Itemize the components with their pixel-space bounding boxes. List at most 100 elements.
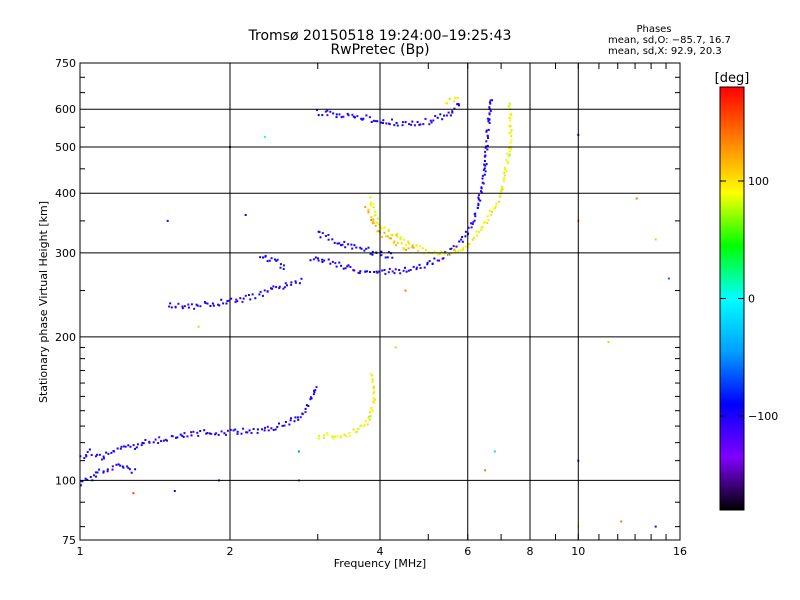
data-point xyxy=(667,277,670,280)
data-point xyxy=(474,212,477,215)
data-point xyxy=(486,222,489,224)
data-point xyxy=(391,270,394,273)
data-point xyxy=(354,431,357,434)
data-point xyxy=(98,453,101,456)
data-point xyxy=(458,240,461,243)
data-point xyxy=(162,439,165,442)
data-point xyxy=(283,424,286,427)
data-point xyxy=(508,155,511,157)
data-point xyxy=(509,113,512,116)
data-point xyxy=(274,258,276,261)
data-point xyxy=(443,114,446,117)
data-point xyxy=(442,257,445,260)
data-point xyxy=(376,217,379,220)
data-point xyxy=(374,224,377,227)
data-point xyxy=(505,169,508,172)
data-point xyxy=(341,243,344,246)
data-point xyxy=(449,247,452,250)
data-point xyxy=(290,281,293,284)
data-point xyxy=(373,401,376,404)
data-point xyxy=(402,238,405,241)
data-point xyxy=(348,434,351,437)
data-point xyxy=(274,428,277,431)
x-tick-label: 4 xyxy=(377,545,384,558)
phase-info-heading: Phases xyxy=(636,24,671,35)
data-point xyxy=(234,428,237,431)
data-point xyxy=(192,430,195,433)
data-point xyxy=(334,262,337,265)
data-point xyxy=(310,397,313,400)
data-point xyxy=(220,430,223,433)
data-point xyxy=(256,431,259,434)
data-point xyxy=(181,434,184,437)
data-point xyxy=(327,238,330,241)
data-point xyxy=(182,435,185,438)
data-point xyxy=(409,269,412,271)
data-point xyxy=(439,113,442,116)
data-point xyxy=(393,272,396,275)
data-point xyxy=(177,302,180,305)
data-point xyxy=(252,428,255,430)
data-point xyxy=(491,210,493,213)
data-point xyxy=(168,305,171,308)
data-point xyxy=(259,256,262,259)
data-point xyxy=(174,305,177,308)
data-point xyxy=(359,424,362,427)
data-point xyxy=(369,196,372,199)
data-point xyxy=(197,325,200,328)
data-point xyxy=(318,231,321,233)
data-point xyxy=(344,246,347,249)
data-point xyxy=(487,120,490,123)
data-point xyxy=(119,447,122,450)
data-point xyxy=(242,297,245,300)
data-point xyxy=(259,290,262,293)
data-point xyxy=(299,416,302,419)
data-point xyxy=(113,450,116,453)
data-point xyxy=(369,203,372,206)
data-point xyxy=(84,477,87,480)
data-point xyxy=(102,470,105,473)
data-point xyxy=(387,271,390,274)
data-point xyxy=(270,427,273,430)
data-point xyxy=(383,231,386,234)
data-point xyxy=(404,266,406,269)
data-point xyxy=(206,302,209,305)
data-point xyxy=(423,266,426,269)
data-point xyxy=(416,121,419,123)
data-point xyxy=(210,432,213,435)
data-point xyxy=(332,437,335,440)
data-point xyxy=(226,429,229,432)
data-point xyxy=(294,416,297,419)
phase-info-o: mean, sd,O: −85.7, 16.7 xyxy=(608,35,731,46)
data-point xyxy=(370,408,373,411)
data-point xyxy=(375,270,378,273)
data-point xyxy=(481,177,484,180)
data-point xyxy=(415,268,418,271)
data-point xyxy=(229,428,232,431)
data-point xyxy=(367,211,370,214)
data-point xyxy=(315,386,318,389)
data-point xyxy=(499,195,502,198)
data-point xyxy=(251,293,254,296)
data-point xyxy=(401,124,404,127)
data-point xyxy=(378,230,381,233)
data-point xyxy=(475,230,478,233)
data-point xyxy=(510,129,513,131)
data-point xyxy=(447,111,450,114)
data-point xyxy=(94,455,97,458)
data-point xyxy=(510,135,513,138)
data-point xyxy=(129,445,132,448)
data-point xyxy=(419,245,422,248)
data-point xyxy=(436,116,439,119)
data-point xyxy=(357,271,360,274)
data-point xyxy=(654,525,657,528)
data-point xyxy=(93,474,95,477)
data-point xyxy=(418,263,421,266)
data-point xyxy=(266,425,269,428)
data-point xyxy=(470,226,473,229)
data-point xyxy=(485,163,488,165)
data-point xyxy=(187,303,190,306)
data-point xyxy=(451,248,454,251)
data-point xyxy=(501,188,504,191)
data-point xyxy=(394,346,397,349)
